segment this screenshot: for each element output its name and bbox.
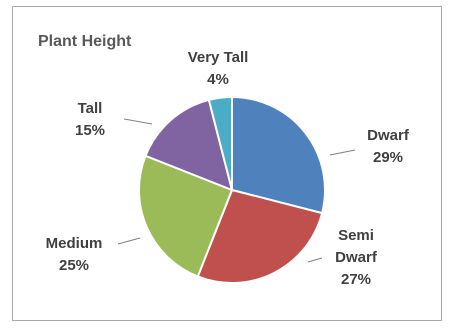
leader-line-tall — [123, 118, 153, 125]
data-label-dwarf: Dwarf 29% — [367, 127, 410, 166]
pie-slice-very-tall — [207, 95, 233, 191]
data-label-semi-dwarf: Semi Dwarf 27% — [335, 227, 378, 288]
data-label-tall: Tall 15% — [75, 100, 105, 139]
leader-line-dwarf — [329, 149, 356, 156]
data-label-very-tall: Very Tall 4% — [188, 49, 249, 88]
chart-title: Plant Height — [38, 33, 132, 50]
data-label-medium: Medium 25% — [46, 235, 103, 274]
pie-slice-tall — [144, 98, 234, 192]
pie-slice-dwarf — [231, 95, 327, 215]
leader-line-semi-dwarf — [307, 257, 323, 263]
pie-slice-semi-dwarf — [196, 188, 324, 284]
pie-slice-medium — [138, 154, 234, 278]
leader-line-medium — [117, 237, 141, 245]
